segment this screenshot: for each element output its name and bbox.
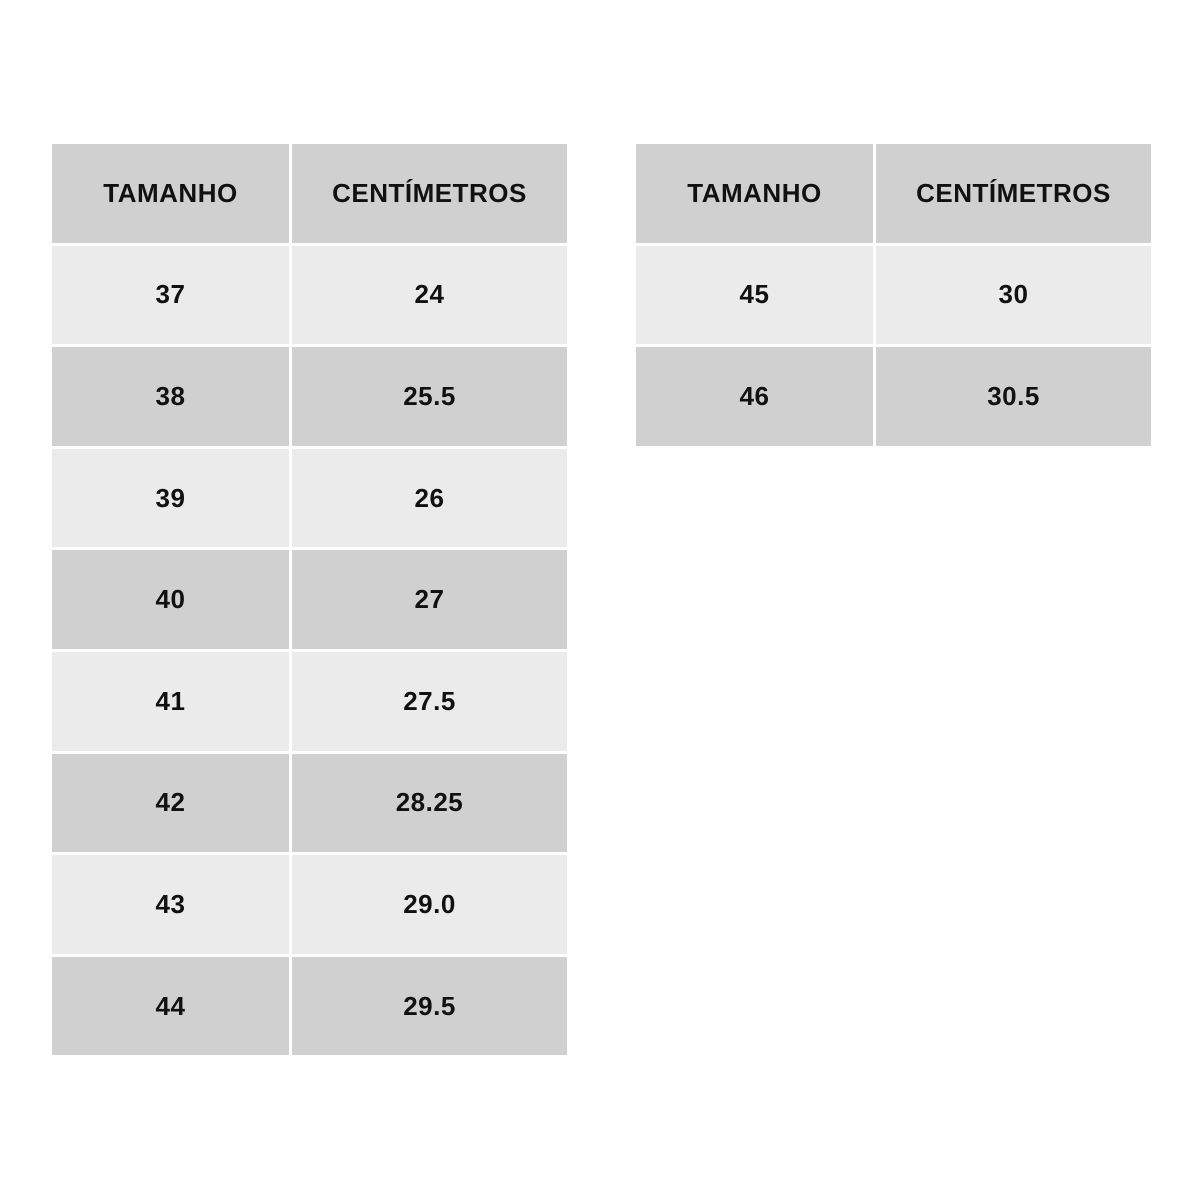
cell-size: 46 <box>636 347 873 446</box>
cell-centimeters: 29.5 <box>292 956 567 1056</box>
cell-size: 42 <box>52 753 289 853</box>
header-tamanho: TAMANHO <box>52 144 289 243</box>
cell-size: 45 <box>636 245 873 345</box>
header-centimetros: CENTÍMETROS <box>292 144 567 243</box>
cell-centimeters: 26 <box>292 448 567 548</box>
header-tamanho: TAMANHO <box>636 144 873 243</box>
size-table-left: TAMANHO CENTÍMETROS 37 24 38 25.5 39 26 40 27 41 27… <box>52 144 567 1056</box>
cell-centimeters: 27.5 <box>292 651 567 751</box>
cell-centimeters: 29.0 <box>292 855 567 954</box>
size-table-right: TAMANHO CENTÍMETROS 45 30 46 30.5 <box>636 144 1151 446</box>
cell-size: 43 <box>52 855 289 954</box>
cell-size: 40 <box>52 550 289 649</box>
header-centimetros: CENTÍMETROS <box>876 144 1151 243</box>
cell-centimeters: 30 <box>876 245 1151 345</box>
cell-size: 38 <box>52 347 289 446</box>
cell-size: 44 <box>52 956 289 1056</box>
cell-size: 37 <box>52 245 289 345</box>
cell-centimeters: 24 <box>292 245 567 345</box>
cell-centimeters: 25.5 <box>292 347 567 446</box>
cell-centimeters: 30.5 <box>876 347 1151 446</box>
cell-size: 39 <box>52 448 289 548</box>
cell-centimeters: 28.25 <box>292 753 567 853</box>
cell-size: 41 <box>52 651 289 751</box>
cell-centimeters: 27 <box>292 550 567 649</box>
